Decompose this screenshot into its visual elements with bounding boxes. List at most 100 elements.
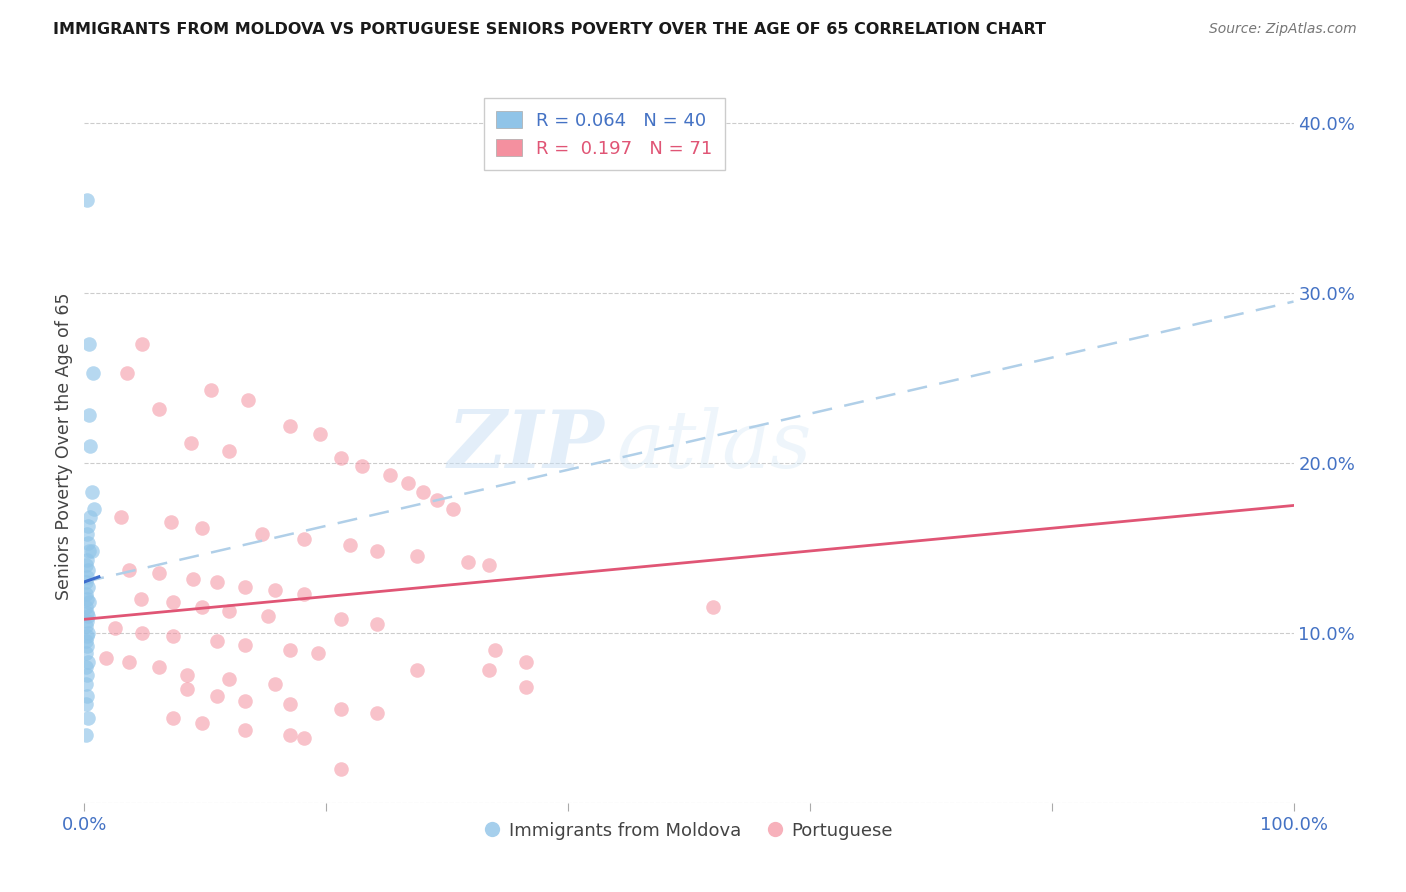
- Point: [77, 711, 100, 725]
- Point: [76, 689, 98, 703]
- Point: [294, 731, 316, 746]
- Point: [77, 608, 100, 623]
- Point: [76, 193, 98, 207]
- Point: [94, 651, 117, 665]
- Point: [79, 439, 101, 453]
- Point: [77, 595, 100, 609]
- Point: [257, 608, 280, 623]
- Point: [76, 640, 98, 654]
- Point: [76, 591, 98, 606]
- Text: ZIP: ZIP: [447, 408, 605, 484]
- Point: [233, 580, 256, 594]
- Text: IMMIGRANTS FROM MOLDOVA VS PORTUGUESE SENIORS POVERTY OVER THE AGE OF 65 CORRELA: IMMIGRANTS FROM MOLDOVA VS PORTUGUESE SE…: [53, 22, 1046, 37]
- Point: [426, 493, 449, 508]
- Point: [396, 476, 419, 491]
- Point: [77, 580, 100, 594]
- Point: [79, 510, 101, 524]
- Legend: Immigrants from Moldova, Portuguese: Immigrants from Moldova, Portuguese: [478, 814, 900, 847]
- Point: [77, 409, 100, 423]
- Point: [80, 484, 103, 499]
- Point: [457, 555, 479, 569]
- Point: [80, 544, 103, 558]
- Text: atlas: atlas: [616, 408, 811, 484]
- Point: [77, 626, 100, 640]
- Point: [77, 536, 100, 550]
- Point: [233, 723, 256, 737]
- Point: [278, 698, 301, 712]
- Point: [207, 634, 229, 648]
- Point: [366, 706, 388, 720]
- Point: [309, 427, 332, 442]
- Point: [200, 383, 222, 397]
- Point: [339, 537, 361, 551]
- Point: [76, 668, 98, 682]
- Point: [218, 444, 240, 458]
- Point: [352, 459, 374, 474]
- Point: [115, 366, 138, 380]
- Point: [406, 549, 429, 564]
- Point: [76, 553, 98, 567]
- Point: [278, 643, 301, 657]
- Point: [77, 563, 100, 577]
- Point: [207, 574, 229, 589]
- Point: [75, 619, 97, 633]
- Point: [131, 626, 153, 640]
- Point: [75, 698, 97, 712]
- Point: [75, 634, 97, 648]
- Point: [77, 544, 100, 558]
- Point: [307, 646, 329, 660]
- Point: [233, 694, 256, 708]
- Point: [162, 629, 184, 643]
- Point: [129, 591, 152, 606]
- Point: [82, 366, 104, 380]
- Point: [75, 574, 97, 589]
- Point: [441, 501, 464, 516]
- Point: [329, 612, 352, 626]
- Point: [250, 527, 273, 541]
- Point: [190, 600, 212, 615]
- Point: [75, 600, 97, 615]
- Point: [180, 435, 202, 450]
- Point: [264, 583, 287, 598]
- Point: [366, 617, 388, 632]
- Text: Source: ZipAtlas.com: Source: ZipAtlas.com: [1209, 22, 1357, 37]
- Point: [118, 655, 141, 669]
- Point: [162, 595, 184, 609]
- Point: [104, 621, 127, 635]
- Point: [76, 527, 98, 541]
- Point: [278, 728, 301, 742]
- Point: [515, 655, 537, 669]
- Point: [75, 558, 97, 572]
- Point: [236, 393, 259, 408]
- Point: [329, 450, 352, 465]
- Point: [77, 655, 100, 669]
- Point: [478, 558, 501, 572]
- Point: [148, 660, 170, 674]
- Point: [75, 677, 97, 691]
- Point: [148, 566, 170, 581]
- Point: [329, 762, 352, 776]
- Point: [75, 728, 97, 742]
- Point: [131, 337, 153, 351]
- Point: [218, 604, 240, 618]
- Point: [190, 715, 212, 730]
- Point: [76, 629, 98, 643]
- Point: [294, 587, 316, 601]
- Point: [207, 689, 229, 703]
- Point: [218, 672, 240, 686]
- Point: [162, 711, 184, 725]
- Point: [76, 614, 98, 628]
- Y-axis label: Seniors Poverty Over the Age of 65: Seniors Poverty Over the Age of 65: [55, 293, 73, 599]
- Point: [176, 681, 198, 696]
- Point: [294, 533, 316, 547]
- Point: [76, 606, 98, 620]
- Point: [160, 516, 183, 530]
- Point: [702, 600, 724, 615]
- Point: [380, 467, 402, 482]
- Point: [77, 519, 100, 533]
- Point: [515, 680, 537, 694]
- Point: [176, 668, 198, 682]
- Point: [190, 520, 212, 534]
- Point: [484, 643, 506, 657]
- Point: [233, 638, 256, 652]
